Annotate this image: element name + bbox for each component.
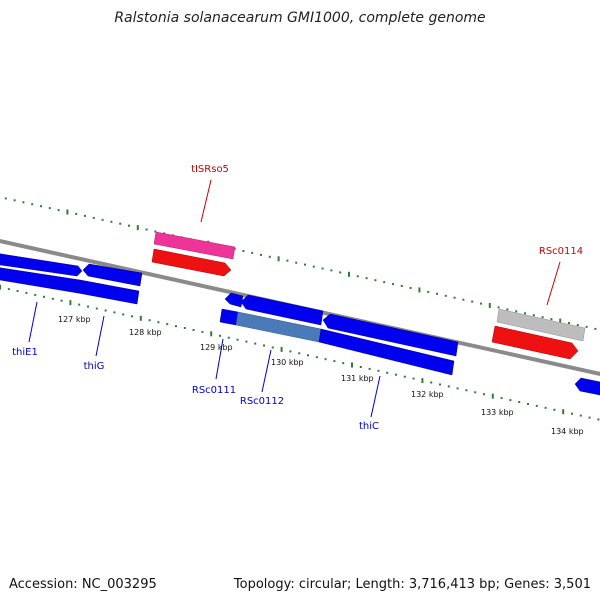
scale-label: 130 kbp	[271, 358, 304, 367]
feature-label-RSc0111[interactable]: RSc0111	[192, 385, 236, 396]
leader-RSc0111	[215, 338, 224, 380]
scale-label: 132 kbp	[411, 390, 444, 399]
lower-tick-track	[0, 284, 600, 421]
feature-label-thiE1[interactable]: thiE1	[12, 347, 38, 358]
feature-label-thiC[interactable]: thiC	[359, 421, 379, 432]
cds-feature-c[interactable]	[224, 292, 244, 308]
scale-label: 128 kbp	[129, 328, 162, 337]
scale-label: 131 kbp	[341, 374, 374, 383]
leader-thiC	[370, 375, 381, 418]
feature-label-RSc0114[interactable]: RSc0114	[539, 246, 583, 257]
cds-feature-b[interactable]	[82, 263, 143, 287]
cds-feature-a[interactable]	[0, 253, 83, 277]
leader-RSc0112	[261, 349, 272, 393]
feature-label-tISRso5[interactable]: tISRso5	[191, 164, 229, 175]
scale-label: 133 kbp	[481, 408, 514, 417]
cds-feature-thiG[interactable]	[77, 279, 140, 305]
feature-label-RSc0112[interactable]: RSc0112	[240, 396, 284, 407]
feature-label-thiG[interactable]: thiG	[84, 361, 105, 372]
scale-label: 129 kbp	[200, 343, 233, 352]
trna-feature-tISRso5[interactable]	[153, 231, 236, 260]
genome-summary-text: Topology: circular; Length: 3,716,413 bp…	[233, 577, 591, 592]
gene-feature-RSc0114[interactable]	[491, 325, 579, 360]
cds-feature-e[interactable]	[322, 313, 459, 357]
pseudo-feature-RSc0114[interactable]	[496, 308, 586, 342]
cds-feature-thiC[interactable]	[318, 328, 455, 376]
cds-feature-f[interactable]	[574, 377, 600, 396]
leader-thiE1	[28, 301, 38, 343]
gene-feature-tISRso5[interactable]	[151, 248, 232, 277]
genome-title: Ralstonia solanacearum GMI1000, complete…	[114, 10, 486, 26]
cds-feature-d[interactable]	[240, 294, 324, 326]
leader-RSc0114	[546, 261, 561, 306]
accession-text: Accession: NC_003295	[9, 577, 157, 592]
scale-label: 134 kbp	[551, 427, 584, 436]
leader-tISRso5	[200, 179, 212, 223]
cds-feature-RSc0111[interactable]	[219, 308, 239, 326]
leader-lines	[28, 179, 561, 418]
scale-label: 127 kbp	[58, 315, 91, 324]
leader-thiG	[95, 315, 105, 357]
